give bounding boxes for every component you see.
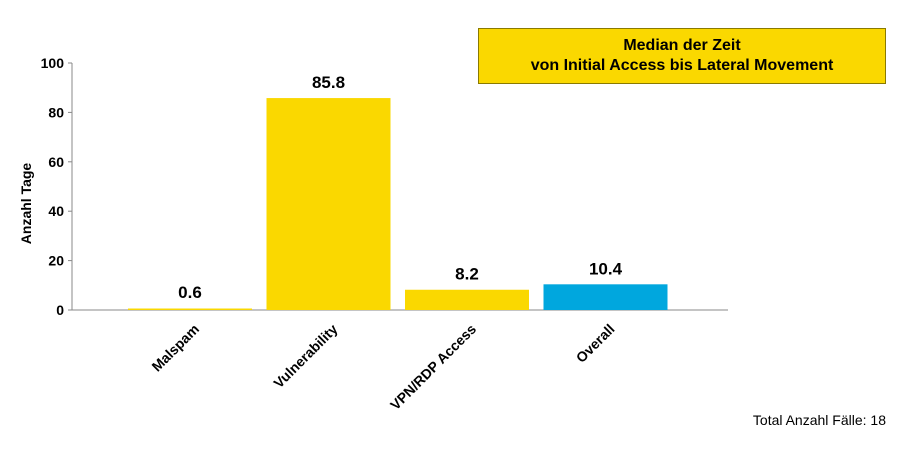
total-cases-footnote: Total Anzahl Fälle: 18 xyxy=(752,412,886,428)
x-tick-label: Malspam xyxy=(148,321,202,375)
bar-vpn-rdp-access xyxy=(405,289,529,310)
x-tick-label: VPN/RDP Access xyxy=(387,321,479,413)
bar-malspam xyxy=(128,308,252,310)
y-axis-title: Anzahl Tage xyxy=(18,163,34,245)
chart-title-line-1: Median der Zeit xyxy=(623,37,741,54)
y-tick-label: 20 xyxy=(48,253,64,269)
value-label: 8.2 xyxy=(455,265,479,284)
x-tick-label: Vulnerability xyxy=(270,321,341,392)
value-label: 0.6 xyxy=(178,283,202,302)
value-label: 10.4 xyxy=(589,259,623,278)
y-tick-label: 60 xyxy=(48,154,64,170)
y-tick-label: 40 xyxy=(48,203,64,219)
chart-title-line-2: von Initial Access bis Lateral Movement xyxy=(530,57,834,74)
bar-overall xyxy=(543,284,668,310)
chart-title-box: Median der Zeit von Initial Access bis L… xyxy=(478,28,886,84)
x-tick-label: Overall xyxy=(573,321,618,366)
bar-vulnerability xyxy=(266,98,391,310)
y-tick-label: 100 xyxy=(41,55,65,71)
y-tick-label: 80 xyxy=(48,104,64,120)
y-tick-label: 0 xyxy=(56,302,64,318)
value-label: 85.8 xyxy=(312,73,345,92)
